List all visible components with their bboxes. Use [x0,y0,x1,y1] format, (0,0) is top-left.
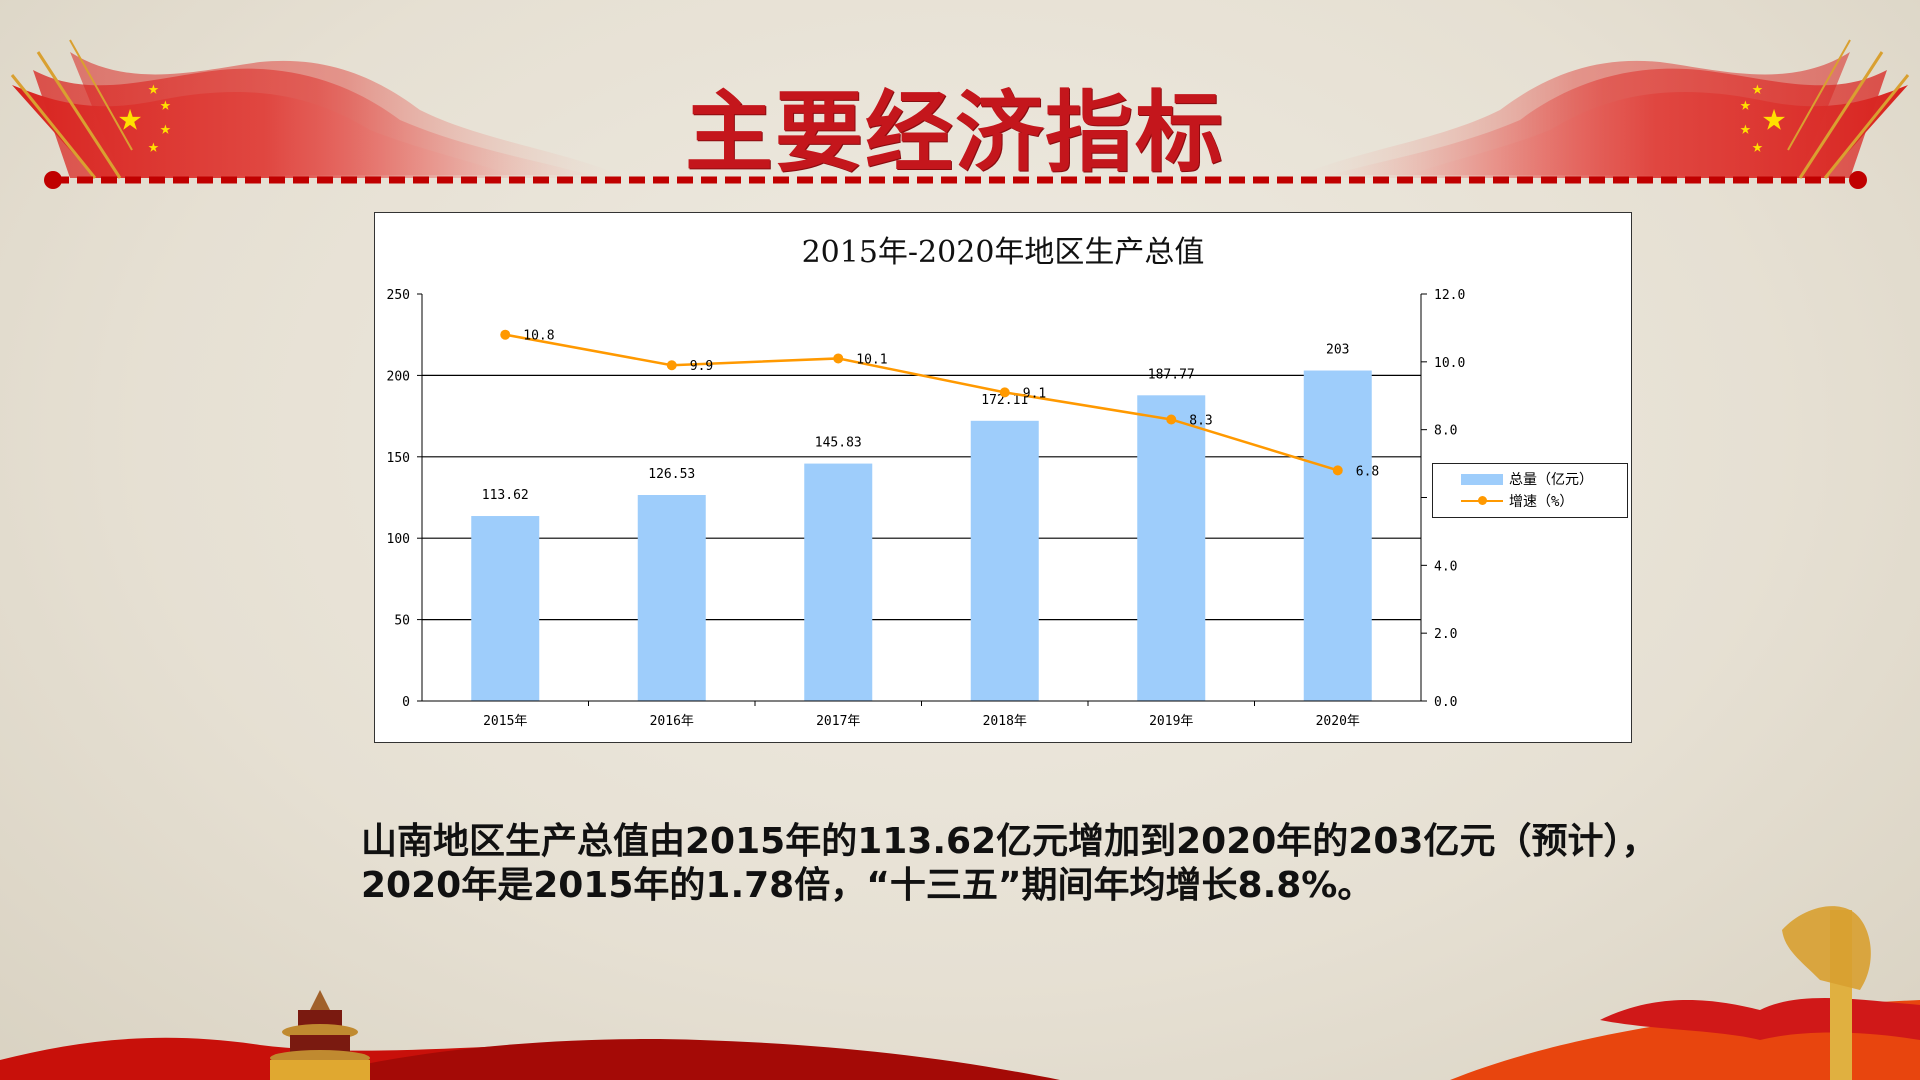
x-axis-category-label: 2016年 [650,714,694,729]
growth-value-label: 9.1 [1023,386,1046,401]
right-axis-tick-label: 4.0 [1434,559,1457,574]
growth-point [666,360,677,371]
bar [970,420,1039,701]
svg-text:★: ★ [160,94,171,115]
summary-text: 山南地区生产总值由2015年的113.62亿元增加到2020年的203亿元（预计… [361,820,1657,908]
bar-value-label: 145.83 [815,436,862,451]
bar-value-label: 187.77 [1148,367,1195,382]
right-axis-tick-label: 0.0 [1434,695,1457,710]
right-axis-tick-label: 12.0 [1434,288,1465,303]
growth-value-label: 10.1 [856,352,887,367]
summary-line-2: 2020年是2015年的1.78倍，“十三五”期间年均增长8.8%。 [361,865,1374,906]
legend-bar-swatch [1461,473,1503,485]
growth-value-label: 6.8 [1356,464,1379,479]
left-axis-tick-label: 100 [387,532,410,547]
right-axis-tick-label: 8.0 [1434,424,1457,439]
right-axis-tick-label: 10.0 [1434,356,1465,371]
svg-text:★: ★ [1752,136,1763,157]
growth-value-label: 9.9 [690,359,713,374]
growth-value-label: 8.3 [1189,413,1212,428]
left-flags-decoration: ★ ★ ★ ★ ★ [10,39,620,179]
legend-item-growth: 增速（%） [1461,491,1573,511]
svg-text:★: ★ [1762,94,1786,140]
left-axis-tick-label: 250 [387,288,410,303]
chart-legend: 总量（亿元） 增速（%） [1432,463,1628,518]
left-axis-tick-label: 150 [387,451,410,466]
temple-of-heaven-decoration [270,990,370,1080]
legend-item-total: 总量（亿元） [1461,469,1593,489]
bottom-red-ribbon-decoration [0,998,1920,1080]
huabiao-column-decoration [1782,906,1871,1080]
right-axis-tick-label: 2.0 [1434,627,1457,642]
legend-label: 总量（亿元） [1509,472,1593,488]
svg-text:★: ★ [148,78,159,99]
summary-line-1: 山南地区生产总值由2015年的113.62亿元增加到2020年的203亿元（预计… [361,821,1658,862]
x-axis-category-label: 2019年 [1149,714,1193,729]
bar [471,516,540,701]
legend-label: 增速（%） [1509,494,1574,510]
right-flags-decoration: ★ ★ ★ ★ ★ [1300,39,1910,179]
left-axis-tick-label: 200 [387,369,410,384]
legend-line-swatch [1461,496,1503,505]
bar-value-label: 203 [1326,343,1349,358]
dashed-divider [44,171,1867,189]
bar-value-label: 126.53 [648,467,695,482]
x-axis-category-label: 2017年 [816,714,860,729]
x-axis-category-label: 2015年 [483,714,527,729]
svg-text:★: ★ [118,94,142,140]
bar-value-label: 113.62 [482,488,529,503]
svg-text:★: ★ [160,118,171,139]
bar [804,463,873,701]
left-axis-tick-label: 50 [394,614,410,629]
growth-value-label: 10.8 [523,329,554,344]
growth-point [1332,465,1343,476]
growth-point [999,387,1010,398]
bar [637,495,706,701]
page-title: 主要经济指标 [684,81,1225,184]
growth-point [833,353,844,364]
x-axis-category-label: 2018年 [983,714,1027,729]
left-axis-tick-label: 0 [402,695,410,710]
x-axis-category-label: 2020年 [1316,714,1360,729]
chart-title: 2015年-2020年地区生产总值 [801,235,1205,270]
svg-text:★: ★ [1740,118,1751,139]
svg-text:★: ★ [148,136,159,157]
growth-point [1166,414,1177,425]
svg-text:★: ★ [1752,78,1763,99]
growth-line [505,333,1339,472]
bar-value-label: 172.11 [981,393,1028,408]
bar [1303,370,1372,701]
svg-text:★: ★ [1740,94,1751,115]
chart-plot: 0501001502002500.02.04.06.08.010.012.011… [387,288,1466,729]
growth-point [500,329,511,340]
bar [1137,395,1206,701]
chart-panel: 0501001502002500.02.04.06.08.010.012.011… [374,212,1632,743]
